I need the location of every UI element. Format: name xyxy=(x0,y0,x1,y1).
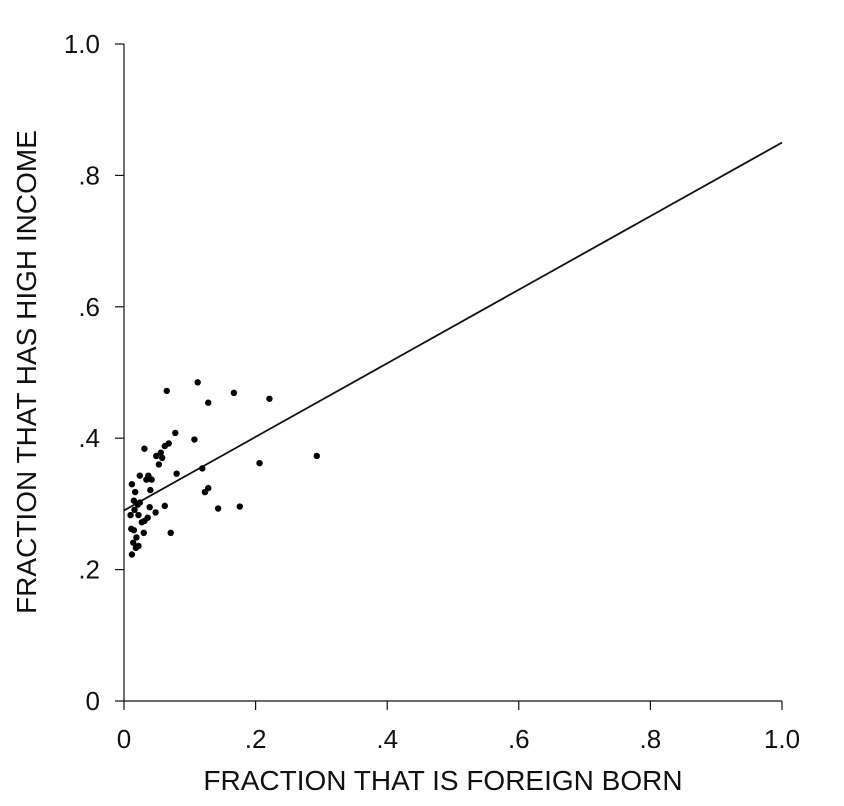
data-point xyxy=(230,389,238,397)
data-point xyxy=(141,445,148,452)
data-point xyxy=(161,502,168,510)
data-point xyxy=(140,529,147,537)
data-point xyxy=(138,519,145,526)
data-point xyxy=(153,452,160,460)
data-point xyxy=(128,480,136,488)
data-point xyxy=(199,465,206,472)
data-point xyxy=(172,429,179,437)
data-point xyxy=(191,436,198,443)
data-point xyxy=(194,379,201,386)
data-point xyxy=(130,497,138,504)
y-ticks: 0 .2 .4 .6 .8 1.0 xyxy=(64,29,124,716)
y-tick-label: 0 xyxy=(86,686,100,716)
data-point xyxy=(201,488,209,496)
data-point xyxy=(131,488,139,496)
data-point xyxy=(131,506,138,514)
data-point xyxy=(236,503,244,510)
data-point xyxy=(128,551,136,558)
data-point xyxy=(132,544,140,552)
data-point xyxy=(205,399,212,406)
data-point xyxy=(173,470,180,477)
data-point xyxy=(133,534,140,541)
data-point xyxy=(147,486,154,494)
data-point xyxy=(130,539,137,546)
data-point xyxy=(146,503,153,511)
x-tick-label: .8 xyxy=(640,724,662,754)
axes: 0 .2 .4 .6 .8 1.0 0 .2 .4 .6 .8 1.0 xyxy=(64,29,800,754)
data-point xyxy=(130,526,138,534)
data-point xyxy=(127,511,134,519)
data-point xyxy=(134,501,142,508)
data-point xyxy=(148,476,155,483)
data-point xyxy=(157,449,165,456)
x-tick-label: 1.0 xyxy=(764,724,800,754)
y-axis-title: FRACTION THAT HAS HIGH INCOME xyxy=(11,130,42,614)
data-points xyxy=(127,379,320,558)
x-tick-label: .4 xyxy=(376,724,398,754)
data-point xyxy=(155,461,163,468)
data-point xyxy=(163,387,170,395)
x-axis-title: FRACTION THAT IS FOREIGN BORN xyxy=(203,765,682,796)
data-point xyxy=(266,395,273,402)
fit-line xyxy=(123,141,783,512)
data-point xyxy=(158,454,166,462)
x-tick-label: 0 xyxy=(117,724,131,754)
data-point xyxy=(313,452,320,460)
data-point xyxy=(136,472,143,479)
data-point xyxy=(256,459,263,467)
x-ticks: 0 .2 .4 .6 .8 1.0 xyxy=(117,701,800,754)
data-point xyxy=(143,476,150,483)
x-tick-label: .2 xyxy=(245,724,267,754)
y-tick-label: .2 xyxy=(78,555,100,585)
data-point xyxy=(135,511,142,519)
x-tick-label: .6 xyxy=(508,724,530,754)
data-point xyxy=(167,529,174,537)
data-point xyxy=(152,509,159,516)
y-tick-label: .8 xyxy=(78,160,100,190)
data-point xyxy=(161,442,168,450)
y-tick-label: .6 xyxy=(78,292,100,322)
data-point xyxy=(214,505,222,512)
y-tick-label: .4 xyxy=(78,423,100,453)
y-tick-label: 1.0 xyxy=(64,29,100,59)
